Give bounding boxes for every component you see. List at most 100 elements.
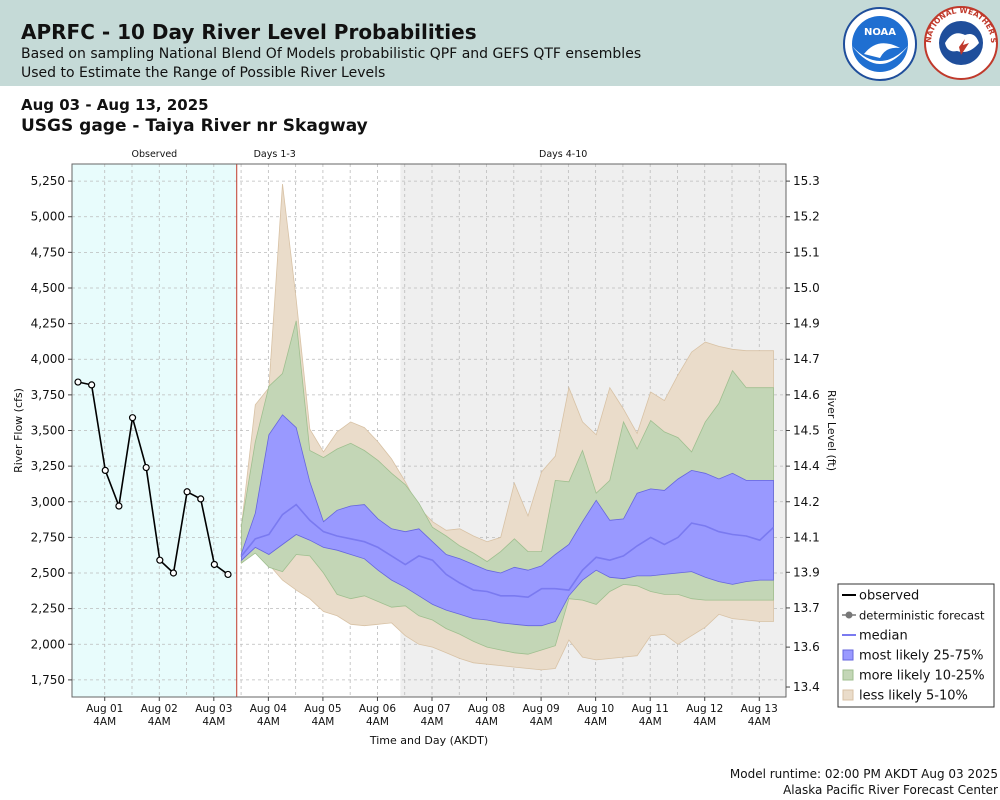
y-tick-label: 5,000 <box>31 210 65 224</box>
observed-point <box>197 495 205 503</box>
x-tick-label-day: Aug 02 <box>141 703 178 715</box>
y-right-tick-label: 13.4 <box>793 680 820 694</box>
legend-label: less likely 5-10% <box>859 689 968 704</box>
gage-title: USGS gage - Taiya River nr Skagway <box>21 116 368 136</box>
y-tick-label: 5,250 <box>31 174 65 188</box>
y-right-tick-label: 14.9 <box>793 317 820 331</box>
x-tick-label-day: Aug 09 <box>522 703 559 715</box>
probability-bands <box>241 183 774 671</box>
y-right-tick-label: 15.2 <box>793 210 820 224</box>
observed-line <box>77 381 229 576</box>
y-axis-label: River Flow (cfs) <box>12 388 25 473</box>
y-tick-label: 2,500 <box>31 566 65 580</box>
x-tick-label-day: Aug 08 <box>468 703 505 715</box>
noaa-logo: NOAA <box>843 7 917 81</box>
y-right-tick-label: 14.1 <box>793 530 820 544</box>
legend-label: median <box>859 629 908 644</box>
x-tick-label-time: 4AM <box>584 716 607 728</box>
y-right-tick-label: 14.4 <box>793 459 820 473</box>
y-tick-label: 2,750 <box>31 530 65 544</box>
x-tick-label-day: Aug 04 <box>250 703 288 715</box>
legend-label: most likely 25-75% <box>859 649 983 664</box>
observed-point <box>74 378 82 386</box>
y-right-tick-label: 15.1 <box>793 245 820 259</box>
y-right-tick-label: 14.2 <box>793 495 820 509</box>
subtitle-line-1: Based on sampling National Blend Of Mode… <box>21 46 642 62</box>
y-right-tick-label: 14.6 <box>793 388 820 402</box>
observed-point <box>101 466 109 475</box>
x-tick-label-time: 4AM <box>748 716 771 728</box>
observed-point <box>128 414 137 422</box>
y-right-tick-label: 14.7 <box>793 352 820 366</box>
y-tick-label: 4,250 <box>31 317 65 331</box>
y-right-tick-label: 15.0 <box>793 281 820 295</box>
y-right-tick-label: 14.5 <box>793 424 820 438</box>
y-right-tick-label: 13.7 <box>793 601 820 615</box>
x-tick-label-time: 4AM <box>421 716 444 728</box>
y-right-tick-label: 13.9 <box>793 565 820 579</box>
observed-point <box>169 569 178 577</box>
subtitle-line-2: Used to Estimate the Range of Possible R… <box>21 65 386 81</box>
region-label: Days 4-10 <box>539 149 587 160</box>
x-tick-label-day: Aug 11 <box>632 703 669 715</box>
legend-label: more likely 10-25% <box>859 669 985 684</box>
y-tick-label: 3,500 <box>31 424 65 438</box>
observed-point <box>156 556 164 564</box>
legend-swatch-dot <box>845 611 853 619</box>
legend: observed deterministic forecast median most… <box>837 583 995 708</box>
x-tick-label-day: Aug 10 <box>577 703 614 715</box>
legend-swatch-box <box>842 649 854 661</box>
y-tick-label: 3,250 <box>31 459 65 473</box>
observed-point <box>115 502 123 510</box>
observed-point <box>88 381 96 389</box>
observed-point <box>183 488 191 496</box>
x-tick-label-time: 4AM <box>148 716 171 728</box>
x-tick-label-day: Aug 01 <box>86 703 123 715</box>
noaa-logo-text: NOAA <box>864 27 896 38</box>
x-tick-label-day: Aug 13 <box>741 703 778 715</box>
header-banner: APRFC - 10 Day River Level Probabilities… <box>0 0 1000 86</box>
most-likely-band <box>241 414 774 627</box>
median-line <box>240 503 775 599</box>
axes: 1,750 2,000 2,250 2,500 2,750 3,000 3,250 3,500… <box>12 163 838 747</box>
y-tick-label: 4,750 <box>31 245 65 259</box>
y-right-tick-label: 15.3 <box>793 174 820 188</box>
legend-label: observed <box>859 589 919 604</box>
x-tick-label-day: Aug 05 <box>304 703 341 715</box>
x-tick-label-time: 4AM <box>366 716 389 728</box>
x-tick-label-day: Aug 03 <box>195 703 232 715</box>
x-tick-label-time: 4AM <box>257 716 280 728</box>
x-tick-label-day: Aug 07 <box>413 703 450 715</box>
y-right-axis-label: River Level (ft) <box>825 390 838 471</box>
legend-label: deterministic forecast <box>859 609 985 623</box>
y-tick-label: 3,000 <box>31 495 65 509</box>
y-tick-label: 4,500 <box>31 281 65 295</box>
x-tick-label-time: 4AM <box>202 716 225 728</box>
legend-box <box>837 583 995 708</box>
x-tick-label-day: Aug 06 <box>359 703 397 715</box>
observed-point <box>210 560 218 569</box>
observed-point <box>224 570 232 579</box>
observed-point <box>142 463 150 472</box>
model-runtime: Model runtime: 02:00 PM AKDT Aug 03 2025 <box>729 767 998 781</box>
x-tick-label-time: 4AM <box>311 716 334 728</box>
page-title: APRFC - 10 Day River Level Probabilities <box>21 20 477 44</box>
legend-swatch-box <box>842 689 854 701</box>
x-tick-label-day: Aug 12 <box>686 703 723 715</box>
y-tick-label: 4,000 <box>31 352 65 366</box>
y-tick-label: 1,750 <box>31 673 65 687</box>
x-tick-label-time: 4AM <box>93 716 116 728</box>
x-tick-label-time: 4AM <box>475 716 498 728</box>
legend-swatch-box <box>842 669 854 681</box>
x-axis-label: Time and Day (AKDT) <box>369 734 488 747</box>
y-right-tick-label: 13.6 <box>793 640 820 654</box>
nws-logo: NATIONAL WEATHER SERVICE <box>923 3 998 80</box>
forecast-center: Alaska Pacific River Forecast Center <box>783 783 998 797</box>
date-range: Aug 03 - Aug 13, 2025 <box>21 96 209 114</box>
region-label: Observed <box>132 149 178 160</box>
x-tick-label-time: 4AM <box>530 716 553 728</box>
y-tick-label: 2,250 <box>31 602 65 616</box>
x-tick-label-time: 4AM <box>639 716 662 728</box>
y-tick-label: 3,750 <box>31 388 65 402</box>
